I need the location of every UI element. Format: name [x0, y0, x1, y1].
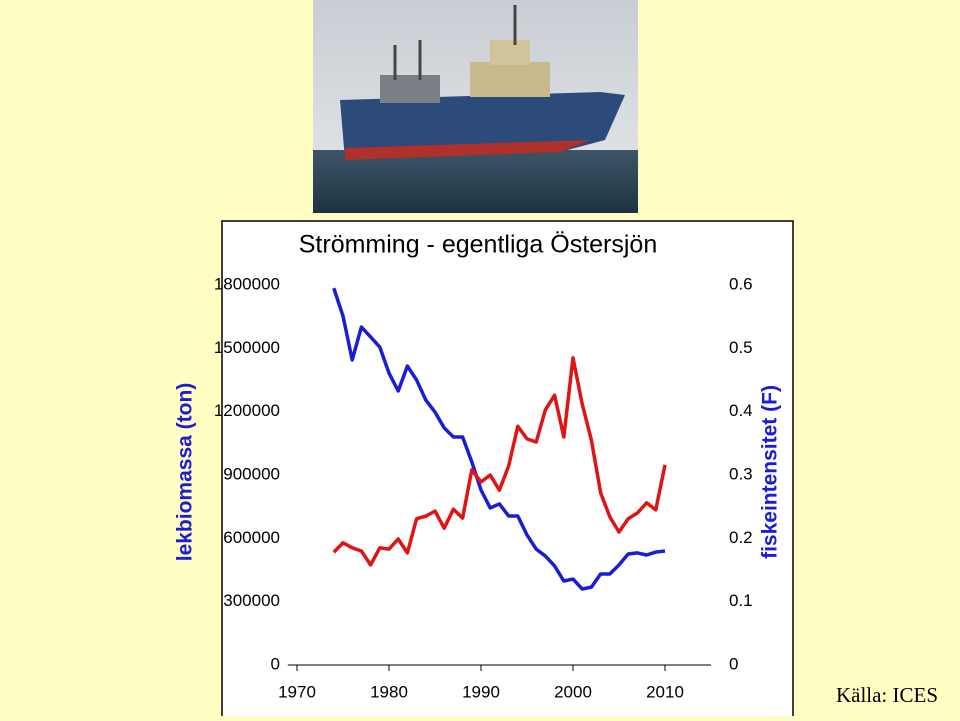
y2-tick-label: 0.3 [729, 464, 753, 483]
y2-tick-label: 0.5 [729, 338, 753, 357]
y2-tick-label: 0.1 [729, 591, 753, 610]
x-tick-label: 1970 [278, 682, 316, 701]
y-tick-label: 900000 [223, 464, 280, 483]
series-line [332, 287, 666, 591]
photo [313, 0, 638, 213]
y2-tick-label: 0.4 [729, 401, 753, 420]
y-tick-label: 1800000 [214, 274, 280, 293]
y-tick-label: 0 [271, 654, 280, 673]
x-tick-label: 1980 [370, 682, 408, 701]
x-tick-label: 1990 [462, 682, 500, 701]
y2-axis-label: fiskeintensitet (F) [759, 385, 782, 559]
y2-tick-label: 0.2 [729, 528, 753, 547]
y-axis-label: lekbiomassa (ton) [174, 383, 197, 562]
y-tick-label: 300000 [223, 591, 280, 610]
y-tick-label: 1200000 [214, 401, 280, 420]
y2-tick-label: 0.6 [729, 274, 753, 293]
y-tick-label: 1500000 [214, 338, 280, 357]
chart-title: Strömming - egentliga Östersjön [299, 231, 657, 259]
y2-tick-label: 0 [729, 654, 738, 673]
y-tick-label: 600000 [223, 528, 280, 547]
x-tick-label: 2010 [646, 682, 684, 701]
source: Källa: ICES [836, 683, 938, 707]
x-tick-label: 2000 [554, 682, 592, 701]
series-line [332, 356, 667, 567]
